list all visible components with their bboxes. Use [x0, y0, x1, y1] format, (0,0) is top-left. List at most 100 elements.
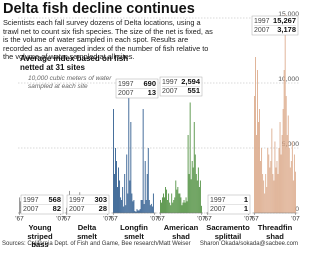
y-tick-label: 5,000: [282, 141, 299, 148]
bar: [183, 200, 185, 213]
bar: [264, 193, 266, 213]
bar: [280, 154, 282, 213]
bar: [140, 200, 142, 213]
callout-year: 2007: [23, 206, 39, 213]
bar: [294, 171, 296, 213]
bar: [281, 135, 283, 213]
y-tick-label: 15,000: [278, 11, 299, 18]
bar: [124, 174, 126, 213]
callout-value: 568: [48, 195, 61, 204]
callout-value: 1: [244, 195, 248, 204]
bar: [135, 211, 137, 213]
bar: [179, 193, 181, 213]
bar: [197, 167, 199, 213]
bar: [139, 209, 141, 213]
bar: [173, 200, 175, 213]
bar: [130, 122, 132, 213]
x-tick-label: '67: [156, 216, 165, 223]
bar: [256, 135, 257, 213]
bar: [133, 200, 135, 213]
callout-year: 1997: [210, 197, 226, 204]
x-tick-label: '07: [103, 216, 112, 223]
bar: [138, 210, 140, 213]
bar: [170, 205, 172, 213]
bar: [258, 122, 259, 213]
subtitle: Average index based on fish netted at 31…: [20, 54, 129, 72]
bar: [271, 128, 273, 213]
bar: [195, 174, 197, 213]
bar: [161, 202, 162, 213]
callout-value: 690: [143, 79, 156, 88]
bar: [292, 180, 294, 213]
bar: [146, 174, 148, 213]
callout-year: 1997: [23, 197, 39, 204]
bar: [290, 161, 292, 213]
x-tick-label: '67: [62, 216, 71, 223]
callout-year: 1997: [162, 79, 178, 86]
callout-year: 1997: [69, 197, 85, 204]
bar: [134, 211, 136, 213]
x-tick-label: '67: [109, 216, 118, 223]
bar: [142, 109, 144, 213]
bar: [125, 205, 127, 213]
bar: [166, 189, 168, 213]
callout-year: 2007: [118, 90, 134, 97]
x-tick-label: '67: [15, 216, 24, 223]
x-tick-label: '67: [203, 216, 212, 223]
bar: [137, 210, 139, 213]
bar: [190, 179, 192, 213]
series-name: Threadfin shad: [257, 223, 293, 241]
bar: [20, 201, 21, 213]
bar: [169, 202, 171, 213]
note: 10,000 cubic meters of water sampled at …: [28, 75, 112, 90]
bar: [191, 161, 193, 213]
bar: [121, 200, 123, 213]
bar: [189, 102, 191, 213]
bar: [291, 141, 293, 213]
bar: [165, 187, 166, 213]
bar: [194, 154, 196, 213]
bar: [143, 204, 145, 213]
bar: [171, 193, 173, 213]
bar: [160, 200, 161, 213]
callout-value: 15,267: [273, 16, 296, 25]
bar: [126, 154, 128, 213]
bar: [116, 161, 117, 213]
bar: [187, 135, 189, 213]
bar: [181, 205, 183, 213]
bar: [259, 109, 260, 213]
bar: [162, 197, 163, 213]
bar: [123, 206, 125, 213]
bar: [184, 202, 186, 213]
description: Scientists each fall survey dozens of De…: [3, 18, 213, 62]
bar: [279, 122, 281, 213]
bar: [136, 209, 138, 213]
series-name: Longfin smelt: [120, 223, 148, 241]
callout-year: 1997: [254, 18, 270, 25]
bar: [188, 174, 190, 213]
bar: [177, 187, 179, 213]
bar: [172, 202, 174, 213]
bar: [261, 148, 263, 213]
bar: [288, 148, 290, 213]
callout-year: 2007: [69, 206, 85, 213]
bar: [167, 200, 169, 213]
bar: [268, 154, 270, 213]
callout-year: 2007: [162, 88, 178, 95]
bar: [176, 189, 178, 213]
bar: [192, 167, 194, 213]
bar: [152, 193, 154, 213]
bar: [128, 96, 130, 213]
bar: [178, 193, 180, 213]
bar: [182, 202, 184, 213]
bar: [149, 205, 151, 213]
bar: [164, 197, 165, 213]
bar: [163, 193, 164, 213]
bar: [283, 70, 285, 213]
bar: [175, 180, 177, 213]
bar: [66, 207, 67, 213]
bar: [118, 167, 119, 213]
bar: [269, 167, 271, 213]
bar: [144, 161, 146, 213]
bar: [132, 201, 134, 213]
